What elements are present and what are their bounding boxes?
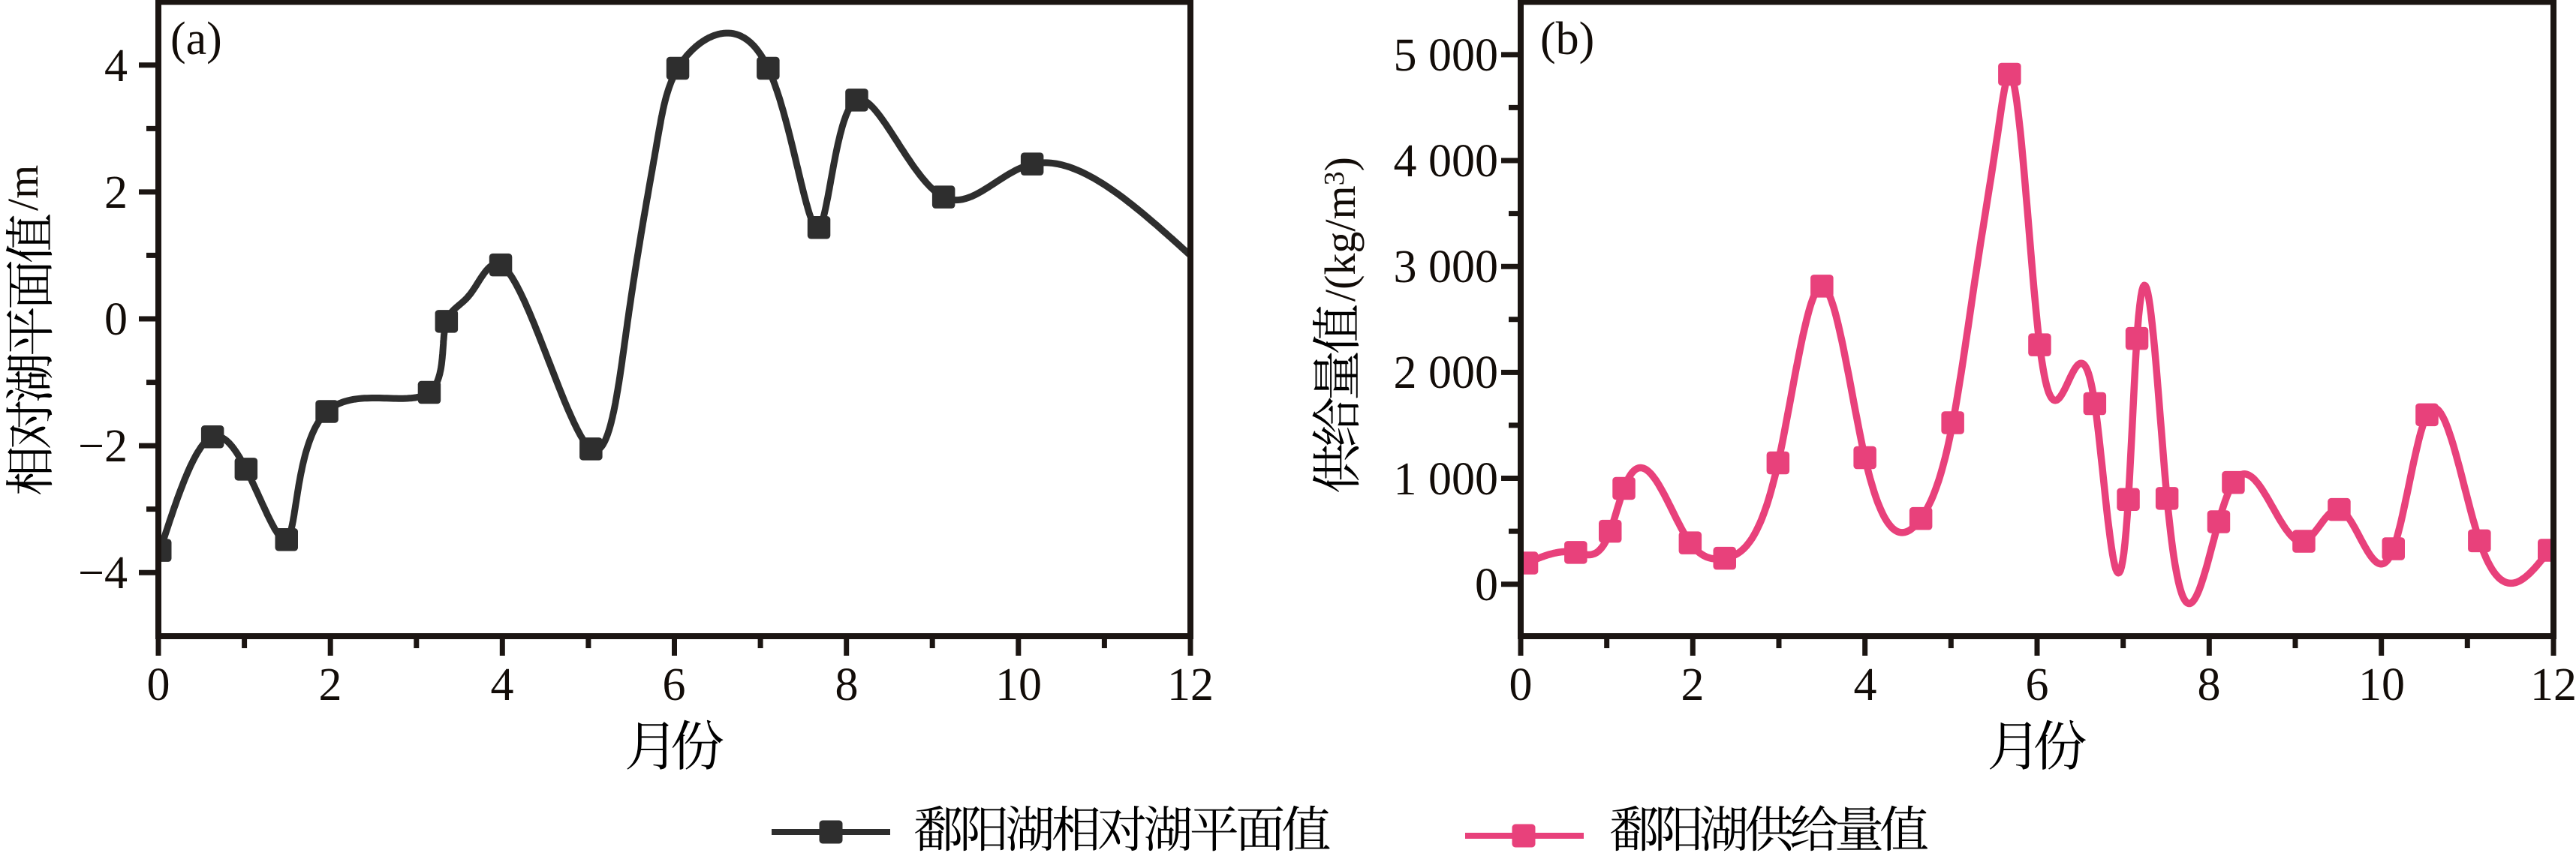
svg-text:6: 6 xyxy=(663,659,686,710)
svg-text:−2: −2 xyxy=(78,421,128,472)
svg-text:(a): (a) xyxy=(170,14,222,65)
svg-text:0: 0 xyxy=(104,294,128,345)
svg-text:12: 12 xyxy=(2530,659,2576,710)
svg-text:8: 8 xyxy=(2198,659,2221,710)
svg-text:0: 0 xyxy=(147,659,170,710)
svg-text:8: 8 xyxy=(835,659,859,710)
svg-text:2: 2 xyxy=(104,167,128,218)
svg-text:12: 12 xyxy=(1167,659,1214,710)
svg-text:10: 10 xyxy=(995,659,1042,710)
svg-text:5 000: 5 000 xyxy=(1394,30,1499,81)
svg-text:3 000: 3 000 xyxy=(1394,242,1499,293)
svg-text:0: 0 xyxy=(1475,560,1498,611)
svg-text:1 000: 1 000 xyxy=(1394,454,1499,505)
svg-text:4 000: 4 000 xyxy=(1394,136,1499,187)
svg-text:4: 4 xyxy=(1854,659,1877,710)
svg-text:2: 2 xyxy=(1681,659,1705,710)
svg-text:−4: −4 xyxy=(78,548,128,599)
svg-text:6: 6 xyxy=(2026,659,2049,710)
svg-text:4: 4 xyxy=(104,41,128,92)
svg-text:2: 2 xyxy=(319,659,342,710)
svg-text:0: 0 xyxy=(1509,659,1533,710)
svg-text:(b): (b) xyxy=(1540,14,1594,65)
svg-text:10: 10 xyxy=(2358,659,2405,710)
svg-text:/m: /m xyxy=(0,165,47,211)
svg-text:2 000: 2 000 xyxy=(1394,347,1499,398)
svg-text:4: 4 xyxy=(491,659,514,710)
